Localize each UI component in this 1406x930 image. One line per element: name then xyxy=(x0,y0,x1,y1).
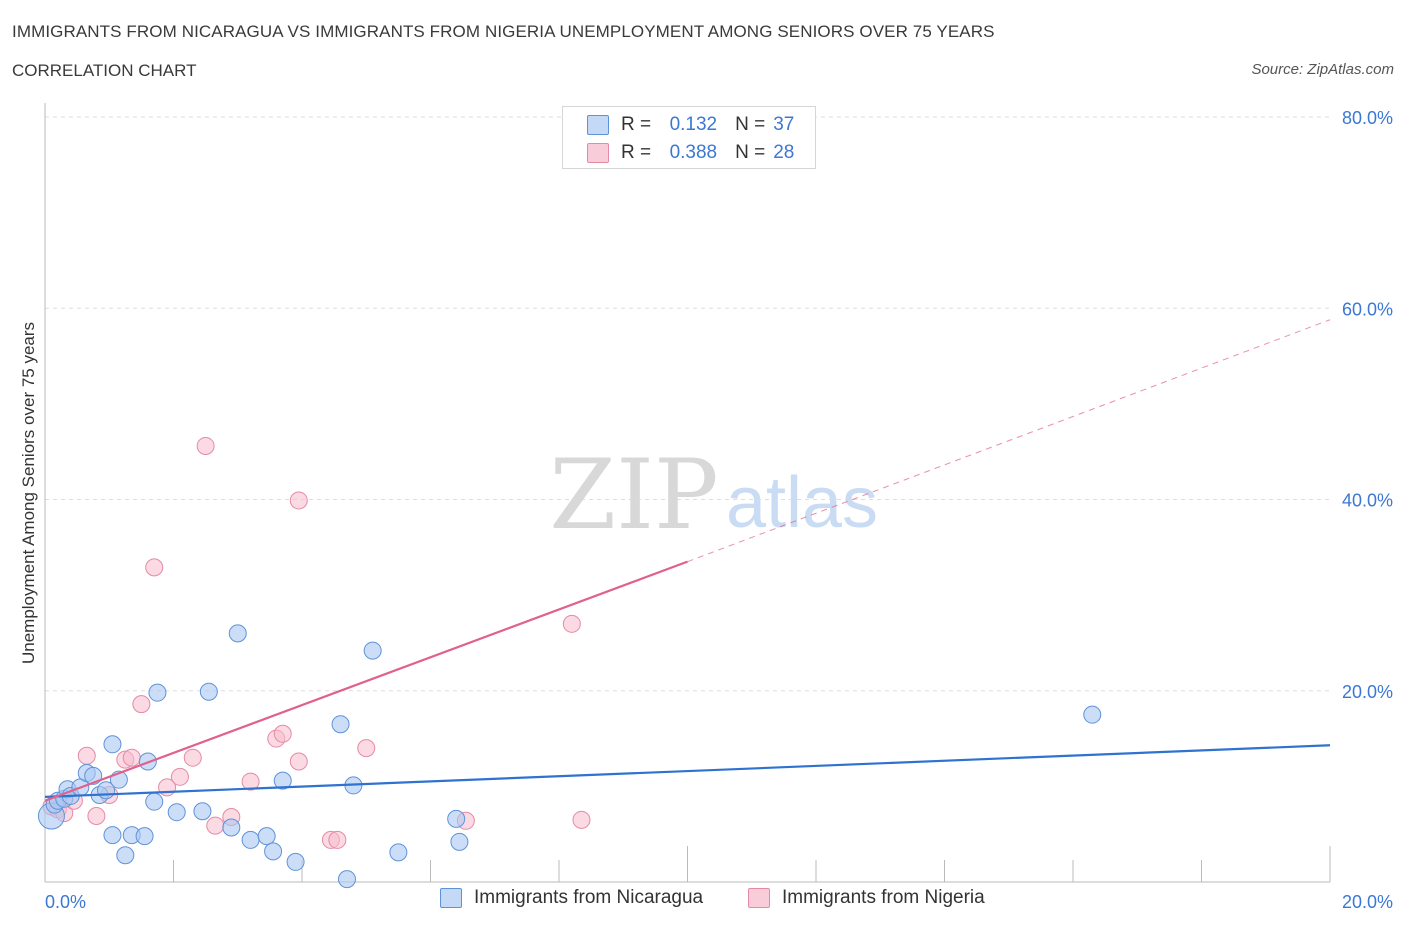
legend-nigeria-swatch xyxy=(748,888,770,908)
nicaragua-point xyxy=(450,832,469,851)
source-credit: Source: ZipAtlas.com xyxy=(1251,61,1394,78)
grid-lines xyxy=(45,116,1330,692)
legend-nicaragua-swatch xyxy=(440,888,462,908)
nigeria-trend-line xyxy=(44,560,688,802)
nigeria-point xyxy=(87,807,106,826)
nigeria-point xyxy=(122,748,141,767)
nicaragua-point xyxy=(257,827,276,846)
nigeria-point xyxy=(183,748,202,767)
legend-nigeria-label: Immigrants from Nigeria xyxy=(782,887,985,908)
legend-item-nigeria[interactable]: Immigrants from Nigeria xyxy=(748,887,985,909)
nicaragua-r-value: 0.132 xyxy=(669,114,718,135)
nigeria-swatch xyxy=(587,143,609,163)
watermark-zip: ZIP xyxy=(549,439,718,551)
nicaragua-point xyxy=(145,792,164,811)
nigeria-point xyxy=(170,767,189,786)
nigeria-trend-extension xyxy=(687,319,1331,563)
nicaragua-point xyxy=(228,624,247,643)
nicaragua-point xyxy=(199,682,218,701)
nicaragua-point xyxy=(116,846,135,865)
nigeria-point xyxy=(273,724,292,743)
trend-lines xyxy=(44,319,1331,802)
nicaragua-point xyxy=(103,735,122,754)
x-tick-label: 0.0% xyxy=(45,892,86,912)
nigeria-point xyxy=(145,558,164,577)
nigeria-point xyxy=(357,739,376,758)
y-tick-label: 40.0% xyxy=(1342,491,1393,511)
nicaragua-point xyxy=(337,870,356,889)
watermark-atlas: atlas xyxy=(726,463,878,543)
axes xyxy=(44,103,1331,883)
watermark: ZIP atlas xyxy=(549,439,878,551)
y-tick-label: 20.0% xyxy=(1342,682,1393,702)
legend-nicaragua-label: Immigrants from Nicaragua xyxy=(474,887,704,908)
nigeria-point xyxy=(241,772,260,791)
nigeria-point xyxy=(328,830,347,849)
nicaragua-n-label: N = xyxy=(735,114,766,135)
legend-item-nicaragua[interactable]: Immigrants from Nicaragua xyxy=(440,887,703,909)
nicaragua-point xyxy=(273,771,292,790)
nigeria-point xyxy=(206,816,225,835)
nicaragua-point xyxy=(264,842,283,861)
x-tick-label: 20.0% xyxy=(1342,892,1393,912)
nicaragua-trend-line xyxy=(44,744,1331,798)
nicaragua-point xyxy=(148,683,167,702)
stats-row-nigeria: R = 0.388 N = 28 xyxy=(587,140,794,166)
nicaragua-point xyxy=(241,830,260,849)
nigeria-point xyxy=(132,695,151,714)
correlation-stats-box: R = 0.132 N = 37 R = 0.388 N = 28 xyxy=(562,106,816,169)
nicaragua-point xyxy=(103,826,122,845)
nicaragua-n-value: 37 xyxy=(773,114,795,135)
nigeria-point xyxy=(196,436,215,455)
nicaragua-point xyxy=(363,641,382,660)
nigeria-point xyxy=(562,614,581,633)
nicaragua-r-label: R = xyxy=(621,114,652,135)
nicaragua-point xyxy=(389,843,408,862)
nigeria-r-value: 0.388 xyxy=(669,142,718,163)
nicaragua-point xyxy=(331,715,350,734)
nicaragua-point xyxy=(286,852,305,871)
y-tick-label: 80.0% xyxy=(1342,108,1393,128)
stats-row-nicaragua: R = 0.132 N = 37 xyxy=(587,112,794,138)
nicaragua-point xyxy=(193,802,212,821)
y-axis-label: Unemployment Among Seniors over 75 years xyxy=(19,322,38,664)
nigeria-point xyxy=(572,810,591,829)
nigeria-point xyxy=(289,491,308,510)
nigeria-point xyxy=(289,752,308,771)
nicaragua-point xyxy=(447,809,466,828)
nigeria-point xyxy=(77,746,96,765)
nigeria-n-value: 28 xyxy=(773,142,795,163)
nicaragua-point xyxy=(135,827,154,846)
nicaragua-swatch xyxy=(587,115,609,135)
nigeria-r-label: R = xyxy=(621,142,652,163)
tick-labels: 20.0% 40.0% 60.0% 80.0% 0.0% 20.0% xyxy=(45,108,1393,912)
nigeria-n-label: N = xyxy=(735,142,766,163)
y-tick-label: 60.0% xyxy=(1342,299,1393,319)
nicaragua-point xyxy=(167,803,186,822)
chart-title: IMMIGRANTS FROM NICARAGUA VS IMMIGRANTS … xyxy=(12,22,995,41)
chart-subtitle: CORRELATION CHART xyxy=(12,61,197,80)
nicaragua-point xyxy=(1083,705,1102,724)
nicaragua-point xyxy=(222,818,241,837)
